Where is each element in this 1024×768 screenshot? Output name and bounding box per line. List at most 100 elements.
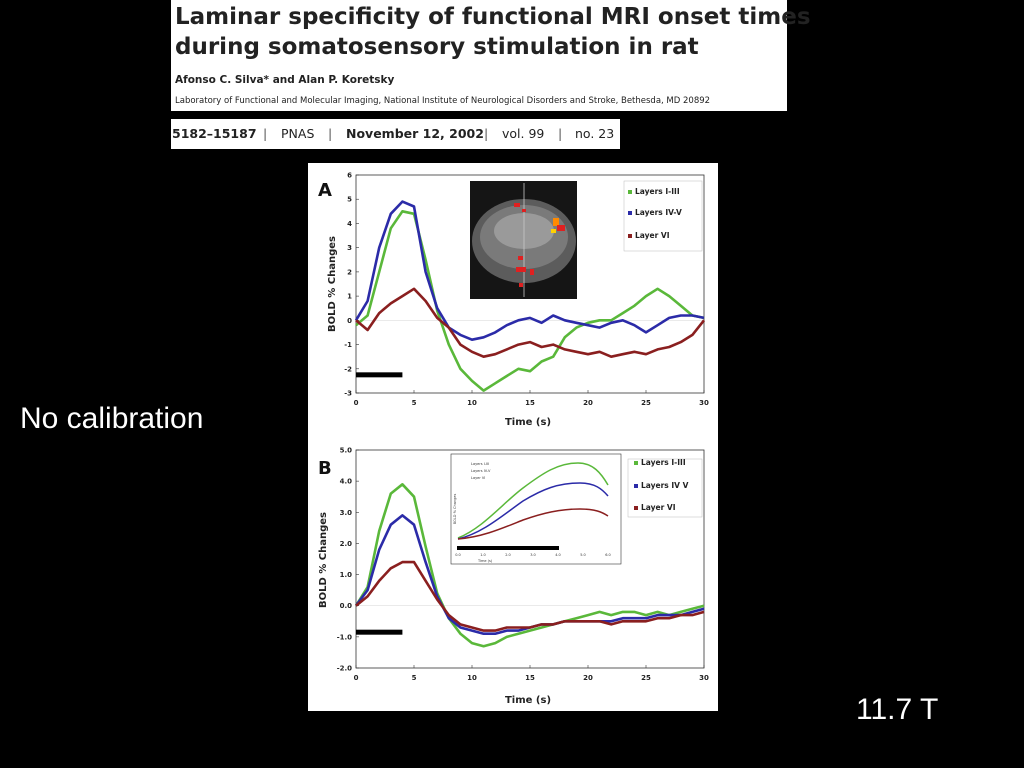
- panel-b-label: B: [318, 458, 332, 479]
- citation-journal: PNAS: [281, 126, 315, 141]
- citation-separator: |: [328, 126, 333, 141]
- y-tick-label: -1.0: [337, 633, 352, 641]
- inset-x-tick-label: 0.0: [455, 553, 461, 557]
- citation-separator: |: [263, 126, 268, 141]
- citation-separator: |: [558, 126, 563, 141]
- inset-legend-layers-iv-v: Layers IV-V: [471, 469, 491, 473]
- legend-label-layer-vi: Layer VI: [635, 231, 670, 240]
- inset-legend-layers-i-iii: Layers I-III: [471, 462, 489, 466]
- x-tick-label: 15: [525, 674, 535, 682]
- citation-issue: no. 23: [575, 126, 615, 141]
- legend-label-layers-iv-v: Layers IV-V: [635, 208, 682, 217]
- y-tick-label: 1.0: [340, 571, 353, 579]
- inset-y-axis-label: BOLD % Changes: [453, 494, 457, 525]
- panel-b: B -2.0 -1.0 0.0 1.0 2.0 3.0 4.0 5.0 0 5 10 15 20 25 30…: [318, 447, 709, 707]
- panel-a: A -3 -2 -1 0 1 2 3 4 5 6 0 5 10 15 20 25 30 Time (s) BOL…: [318, 172, 709, 429]
- panel-b-ticks: -2.0 -1.0 0.0 1.0 2.0 3.0 4.0 5.0 0 5 10 15 20 25 30: [337, 447, 709, 683]
- inset-legend-layer-vi: Layer VI: [471, 476, 485, 480]
- x-tick-label: 5: [412, 674, 417, 682]
- panel-a-series: [354, 200, 706, 392]
- y-tick-label: 5.0: [340, 447, 353, 455]
- x-tick-label: 5: [412, 399, 417, 407]
- legend-label-layers-i-iii: Layers I-III: [641, 458, 686, 467]
- y-tick-label: -3: [344, 390, 352, 398]
- x-tick-label: 0: [354, 674, 359, 682]
- legend-swatch-layer-vi: [634, 506, 638, 510]
- x-tick-label: 25: [641, 674, 651, 682]
- inset-line-layers-i-iii: [457, 462, 609, 539]
- inset-x-tick-label: 5.0: [580, 553, 586, 557]
- x-tick-label: 20: [583, 399, 593, 407]
- panel-a-y-axis-label: BOLD % Changes: [327, 236, 338, 332]
- inset-stimulus-bar: [457, 546, 559, 550]
- legend-label-layers-i-iii: Layers I-III: [635, 187, 680, 196]
- inset-x-axis-label: Time (s): [477, 559, 493, 563]
- legend-swatch-layers-i-iii: [628, 190, 632, 194]
- y-tick-label: 0.0: [340, 602, 353, 610]
- citation-separator: |: [484, 126, 489, 141]
- series-line-layer-vi: [355, 287, 706, 358]
- panel-a-legend: Layers I-III Layers IV-V Layer VI: [623, 180, 703, 252]
- panel-b-x-axis-label: Time (s): [505, 695, 551, 706]
- legend-label-layers-iv-v: Layers IV V: [641, 481, 689, 490]
- paper-title-block: Laminar specificity of functional MRI on…: [171, 0, 811, 111]
- series-line-layer-vi: [355, 560, 705, 632]
- panel-a-ticks: -3 -2 -1 0 1 2 3 4 5 6 0 5 10 15 20 25 30: [344, 172, 709, 408]
- panel-b-legend: Layers I-III Layers IV V Layer VI: [627, 458, 703, 518]
- x-tick-label: 30: [699, 674, 709, 682]
- series-line-layers-iv-v: [354, 200, 705, 341]
- paper-title: Laminar specificity of functional MRI on…: [175, 2, 811, 62]
- legend-swatch-layer-vi: [628, 234, 632, 238]
- x-tick-label: 30: [699, 399, 709, 407]
- y-tick-label: 2.0: [340, 540, 353, 548]
- paper-affiliation: Laboratory of Functional and Molecular I…: [175, 96, 711, 106]
- figure: A -3 -2 -1 0 1 2 3 4 5 6 0 5 10 15 20 25 30 Time (s) BOL…: [308, 163, 718, 711]
- citation-pages: 5182–15187: [172, 126, 257, 141]
- inset-x-tick-label: 4.0: [555, 553, 561, 557]
- x-tick-label: 10: [467, 399, 477, 407]
- y-tick-label: 4: [347, 220, 352, 228]
- inset-x-ticks: 0.0 1.0 2.0 3.0 4.0 5.0 6.0: [455, 553, 611, 557]
- legend-swatch-layers-iv-v: [628, 211, 632, 215]
- inset-line-layers-iv-v: [457, 482, 609, 540]
- y-tick-label: 5: [347, 196, 352, 204]
- citation-volume: vol. 99: [502, 126, 545, 141]
- x-tick-label: 15: [525, 399, 535, 407]
- x-tick-label: 10: [467, 674, 477, 682]
- y-tick-label: 0: [347, 317, 352, 325]
- x-tick-label: 20: [583, 674, 593, 682]
- y-tick-label: 6: [347, 172, 352, 180]
- legend-swatch-layers-i-iii: [634, 461, 638, 465]
- legend-swatch-layers-iv-v: [634, 484, 638, 488]
- y-tick-label: -2: [344, 365, 352, 373]
- inset-x-tick-label: 2.0: [505, 553, 511, 557]
- panel-b-inset: Layers I-III Layers IV-V Layer VI 0.0 1.0…: [450, 453, 622, 565]
- inset-line-layer-vi: [457, 508, 609, 540]
- field-strength-label: 11.7 T: [856, 693, 939, 726]
- panel-a-mri-image: [470, 181, 577, 299]
- y-tick-label: 2: [347, 268, 352, 276]
- inset-x-tick-label: 3.0: [530, 553, 536, 557]
- y-tick-label: 1: [347, 293, 352, 301]
- panel-b-series: [354, 483, 705, 648]
- figure-svg: A -3 -2 -1 0 1 2 3 4 5 6 0 5 10 15 20 25 30 Time (s) BOL…: [318, 172, 709, 707]
- x-tick-label: 25: [641, 399, 651, 407]
- y-tick-label: -2.0: [337, 665, 352, 673]
- y-tick-label: 3: [347, 244, 352, 252]
- legend-label-layer-vi: Layer VI: [641, 503, 676, 512]
- series-line-layers-i-iii: [354, 483, 705, 648]
- inset-x-tick-label: 1.0: [480, 553, 486, 557]
- panel-a-stimulus-bar: [356, 372, 403, 378]
- paper-authors: Afonso C. Silva* and Alan P. Koretsky: [175, 74, 395, 86]
- y-tick-label: 4.0: [340, 478, 353, 486]
- paper-title-line-2: during somatosensory stimulation in rat: [175, 34, 699, 60]
- paper-title-line-1: Laminar specificity of functional MRI on…: [175, 4, 811, 30]
- y-tick-label: -1: [344, 341, 352, 349]
- inset-x-tick-label: 6.0: [605, 553, 611, 557]
- panel-a-label: A: [318, 180, 332, 201]
- x-tick-label: 0: [354, 399, 359, 407]
- y-tick-label: 3.0: [340, 509, 353, 517]
- panel-b-stimulus-bar: [356, 629, 403, 635]
- panel-a-x-axis-label: Time (s): [505, 417, 551, 428]
- side-note-no-calibration: No calibration: [20, 402, 204, 435]
